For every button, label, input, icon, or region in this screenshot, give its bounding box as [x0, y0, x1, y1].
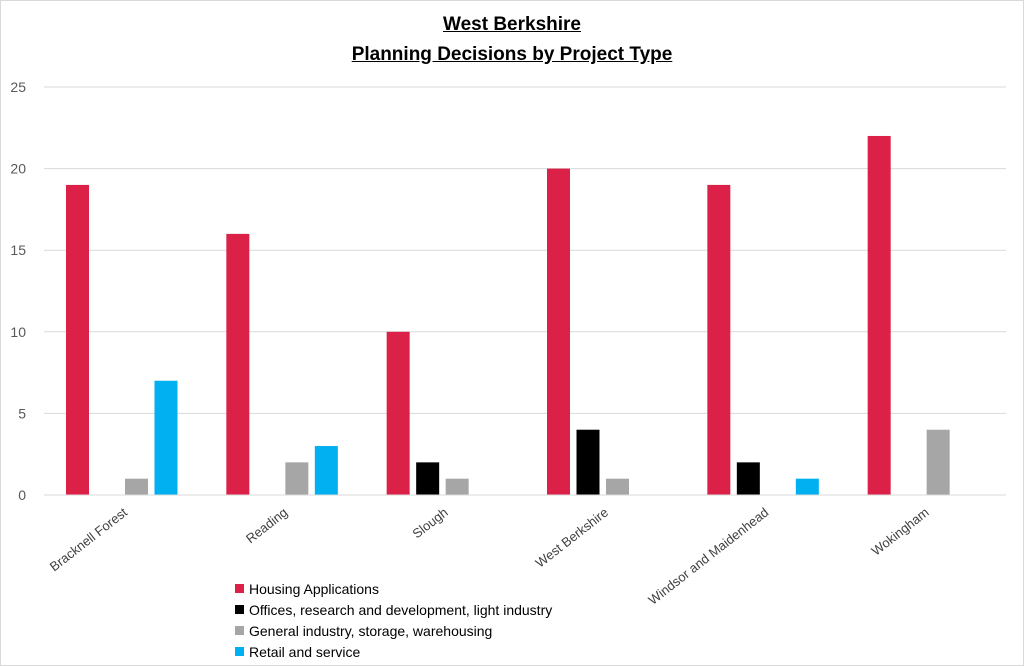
y-tick-label: 15	[10, 242, 26, 258]
y-tick-label: 25	[10, 79, 26, 95]
bar	[606, 478, 629, 495]
x-tick-label: West Berkshire	[533, 505, 612, 571]
legend-item-retail: Retail and service	[235, 641, 552, 662]
legend-label-offices: Offices, research and development, light…	[249, 601, 553, 618]
bar	[795, 478, 819, 495]
legend-label-general-industry: General industry, storage, warehousing	[249, 622, 493, 639]
legend-item-offices: Offices, research and development, light…	[235, 599, 552, 620]
bar	[707, 184, 731, 496]
legend: Housing Applications Offices, research a…	[235, 578, 552, 662]
x-tick-label: Reading	[243, 505, 290, 547]
legend-label-retail: Retail and service	[249, 643, 361, 660]
bar	[576, 429, 600, 495]
bar	[547, 168, 570, 495]
bar	[125, 478, 148, 495]
bar	[445, 478, 469, 495]
x-tick-label: Windsor and Maidenhead	[645, 505, 771, 608]
bar	[66, 184, 89, 496]
y-tick-label: 10	[10, 324, 26, 340]
bar	[154, 380, 178, 495]
legend-swatch-general-industry	[235, 626, 244, 635]
bar	[416, 462, 440, 495]
legend-item-housing: Housing Applications	[235, 578, 552, 599]
bar	[226, 233, 250, 495]
bar	[736, 462, 760, 495]
x-tick-label: Slough	[410, 505, 451, 542]
y-tick-label: 5	[18, 405, 26, 421]
y-tick-label: 20	[10, 161, 26, 177]
y-tick-label: 0	[18, 487, 26, 503]
legend-swatch-offices	[235, 605, 244, 614]
legend-swatch-retail	[235, 647, 244, 656]
chart-title: West Berkshire	[443, 14, 581, 35]
bar	[314, 446, 338, 495]
bar	[386, 331, 410, 495]
bar	[926, 429, 950, 495]
legend-item-general-industry: General industry, storage, warehousing	[235, 620, 552, 641]
legend-label-housing: Housing Applications	[249, 580, 379, 597]
bar	[867, 135, 891, 495]
x-tick-label: Wokingham	[869, 505, 932, 559]
bar	[285, 462, 309, 495]
x-tick-label: Bracknell Forest	[47, 504, 131, 574]
chart-subtitle: Planning Decisions by Project Type	[351, 44, 673, 65]
legend-swatch-housing	[235, 584, 244, 593]
